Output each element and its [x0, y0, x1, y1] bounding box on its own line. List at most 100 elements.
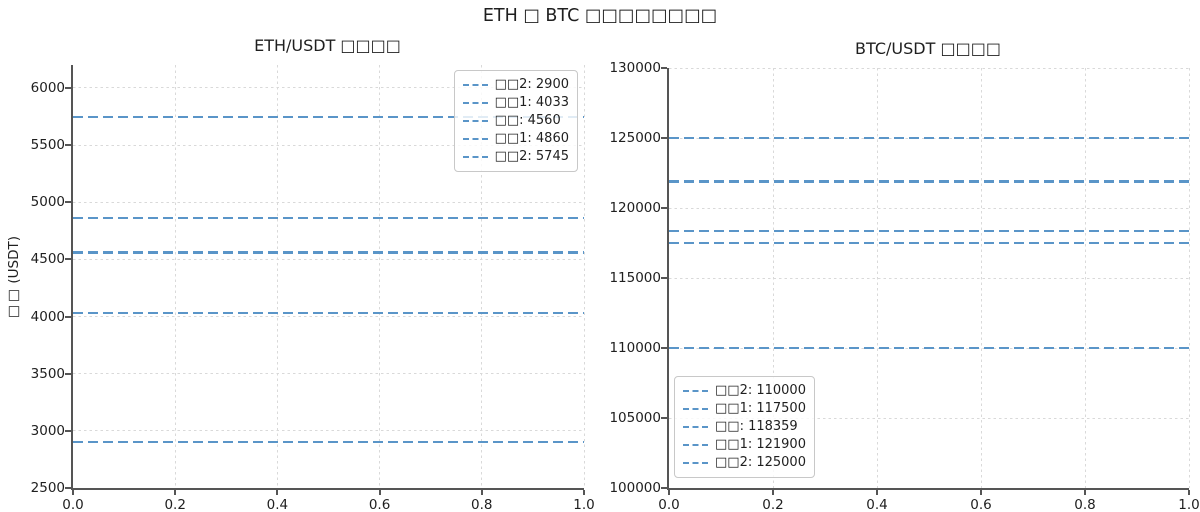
x-gridline: [379, 65, 381, 488]
x-tick-label: 0.4: [266, 497, 289, 512]
price-level-line: [73, 217, 584, 220]
legend-label: □□2: 5745: [494, 149, 569, 164]
y-tick-label: 100000: [609, 480, 661, 496]
eth-plot-area: 2500 3000 3500 4000 4500 5000 5500 6000 0.0 0.2 0.…: [31, 65, 595, 512]
legend-row: □□: 4560: [462, 112, 569, 130]
y-tick-mark: [661, 417, 667, 419]
y-tick-label: 3500: [30, 365, 65, 382]
x-gridline: [876, 68, 878, 488]
legend-label: □□2: 125000: [715, 455, 806, 470]
y-gridline: [669, 67, 1189, 69]
x-tick-mark: [583, 490, 585, 495]
x-tick-mark: [980, 490, 982, 495]
legend-row: □□2: 2900: [462, 76, 569, 94]
price-level-line: [669, 137, 1189, 140]
x-tick-label: 0.0: [62, 497, 84, 512]
y-gridline: [73, 316, 584, 317]
legend-row: □□1: 4860: [462, 130, 569, 148]
x-tick-label: 0.4: [866, 497, 888, 512]
legend-label: □□2: 110000: [715, 383, 806, 398]
x-tick-label: 1.0: [573, 497, 595, 512]
x-tick-mark: [668, 490, 670, 495]
x-tick-label: 0.2: [762, 497, 784, 512]
x-gridline: [481, 65, 483, 488]
price-level-line: [73, 311, 584, 314]
legend-dashed-line-sample: [462, 155, 488, 159]
y-tick-label: 5000: [30, 194, 65, 211]
y-tick-mark: [661, 277, 667, 279]
price-level-line: [73, 251, 584, 254]
y-tick-label: 125000: [609, 130, 661, 146]
x-tick-mark: [1084, 490, 1086, 495]
price-level-line: [669, 347, 1189, 350]
x-tick-mark: [876, 490, 878, 495]
legend-dashed-line-sample: [462, 83, 488, 87]
y-tick-mark: [65, 144, 71, 147]
legend-label: □□2: 2900: [494, 77, 569, 92]
figure-suptitle: ETH □ BTC □□□□□□□□: [482, 6, 718, 26]
y-tick-label: 120000: [609, 200, 661, 216]
price-level-line: [669, 180, 1189, 183]
x-gridline: [1084, 68, 1086, 488]
y-tick-mark: [65, 487, 71, 489]
y-gridline: [73, 258, 584, 260]
x-gridline: [276, 65, 278, 488]
x-tick-label: 1.0: [1178, 497, 1200, 512]
y-tick-mark: [65, 258, 71, 261]
x-tick-label: 0.6: [970, 497, 992, 512]
y-tick-label: 5500: [30, 137, 65, 154]
legend-label: □□1: 121900: [715, 437, 806, 452]
price-level-line: [73, 441, 584, 444]
y-tick-mark: [65, 86, 71, 89]
legend-row: □□2: 110000: [683, 382, 806, 400]
y-tick-mark: [65, 429, 71, 432]
price-level-line: [73, 116, 584, 119]
x-tick-label: 0.0: [658, 497, 680, 512]
legend-row: □□1: 4033: [462, 94, 569, 112]
eth-chart-title: ETH/USDT □□□□: [254, 36, 401, 55]
legend-dashed-line-sample: [462, 137, 488, 141]
legend-dashed-line-sample: [683, 425, 708, 429]
y-gridline: [73, 201, 584, 203]
y-tick-label: 115000: [609, 270, 661, 286]
x-tick-label: 0.8: [1074, 497, 1096, 512]
y-tick-label: 4500: [30, 251, 65, 268]
y-tick-label: 110000: [609, 340, 661, 356]
x-tick-mark: [480, 490, 483, 495]
legend-row: □□1: 121900: [683, 436, 806, 454]
y-gridline: [669, 417, 1189, 419]
y-tick-label: 130000: [609, 60, 661, 76]
legend-row: □□: 118359: [683, 418, 806, 436]
legend-label: □□1: 4033: [494, 95, 569, 110]
x-gridline: [583, 65, 585, 488]
x-tick-mark: [1188, 490, 1190, 495]
y-tick-label: 3000: [30, 422, 65, 439]
y-gridline: [73, 373, 584, 375]
y-tick-label: 105000: [609, 410, 661, 426]
legend-dashed-line-sample: [683, 443, 708, 447]
y-gridline: [73, 144, 584, 146]
x-tick-mark: [772, 490, 774, 495]
y-tick-mark: [65, 315, 71, 318]
y-tick-mark: [65, 372, 71, 375]
legend-label: □□: 118359: [715, 419, 798, 434]
price-level-line: [669, 242, 1189, 245]
price-level-line: [669, 229, 1189, 233]
legend-row: □□2: 5745: [462, 148, 569, 166]
legend-dashed-line-sample: [683, 407, 708, 411]
x-tick-mark: [276, 490, 279, 495]
x-gridline: [1188, 68, 1190, 488]
y-gridline: [669, 277, 1189, 279]
btc-chart-title: BTC/USDT □□□□: [855, 39, 1001, 58]
x-tick-label: 0.8: [471, 497, 493, 512]
x-tick-label: 0.2: [164, 497, 186, 512]
legend-label: □□1: 117500: [715, 401, 806, 416]
y-tick-label: 4000: [30, 308, 65, 325]
x-gridline: [980, 68, 982, 488]
y-tick-label: 6000: [30, 79, 65, 96]
legend-row: □□1: 117500: [683, 400, 806, 418]
legend-dashed-line-sample: [683, 461, 708, 465]
btc-plot-area: 100000 105000 110000 115000 120000 125000 1300…: [609, 60, 1199, 512]
legend-row: □□2: 125000: [683, 454, 806, 472]
